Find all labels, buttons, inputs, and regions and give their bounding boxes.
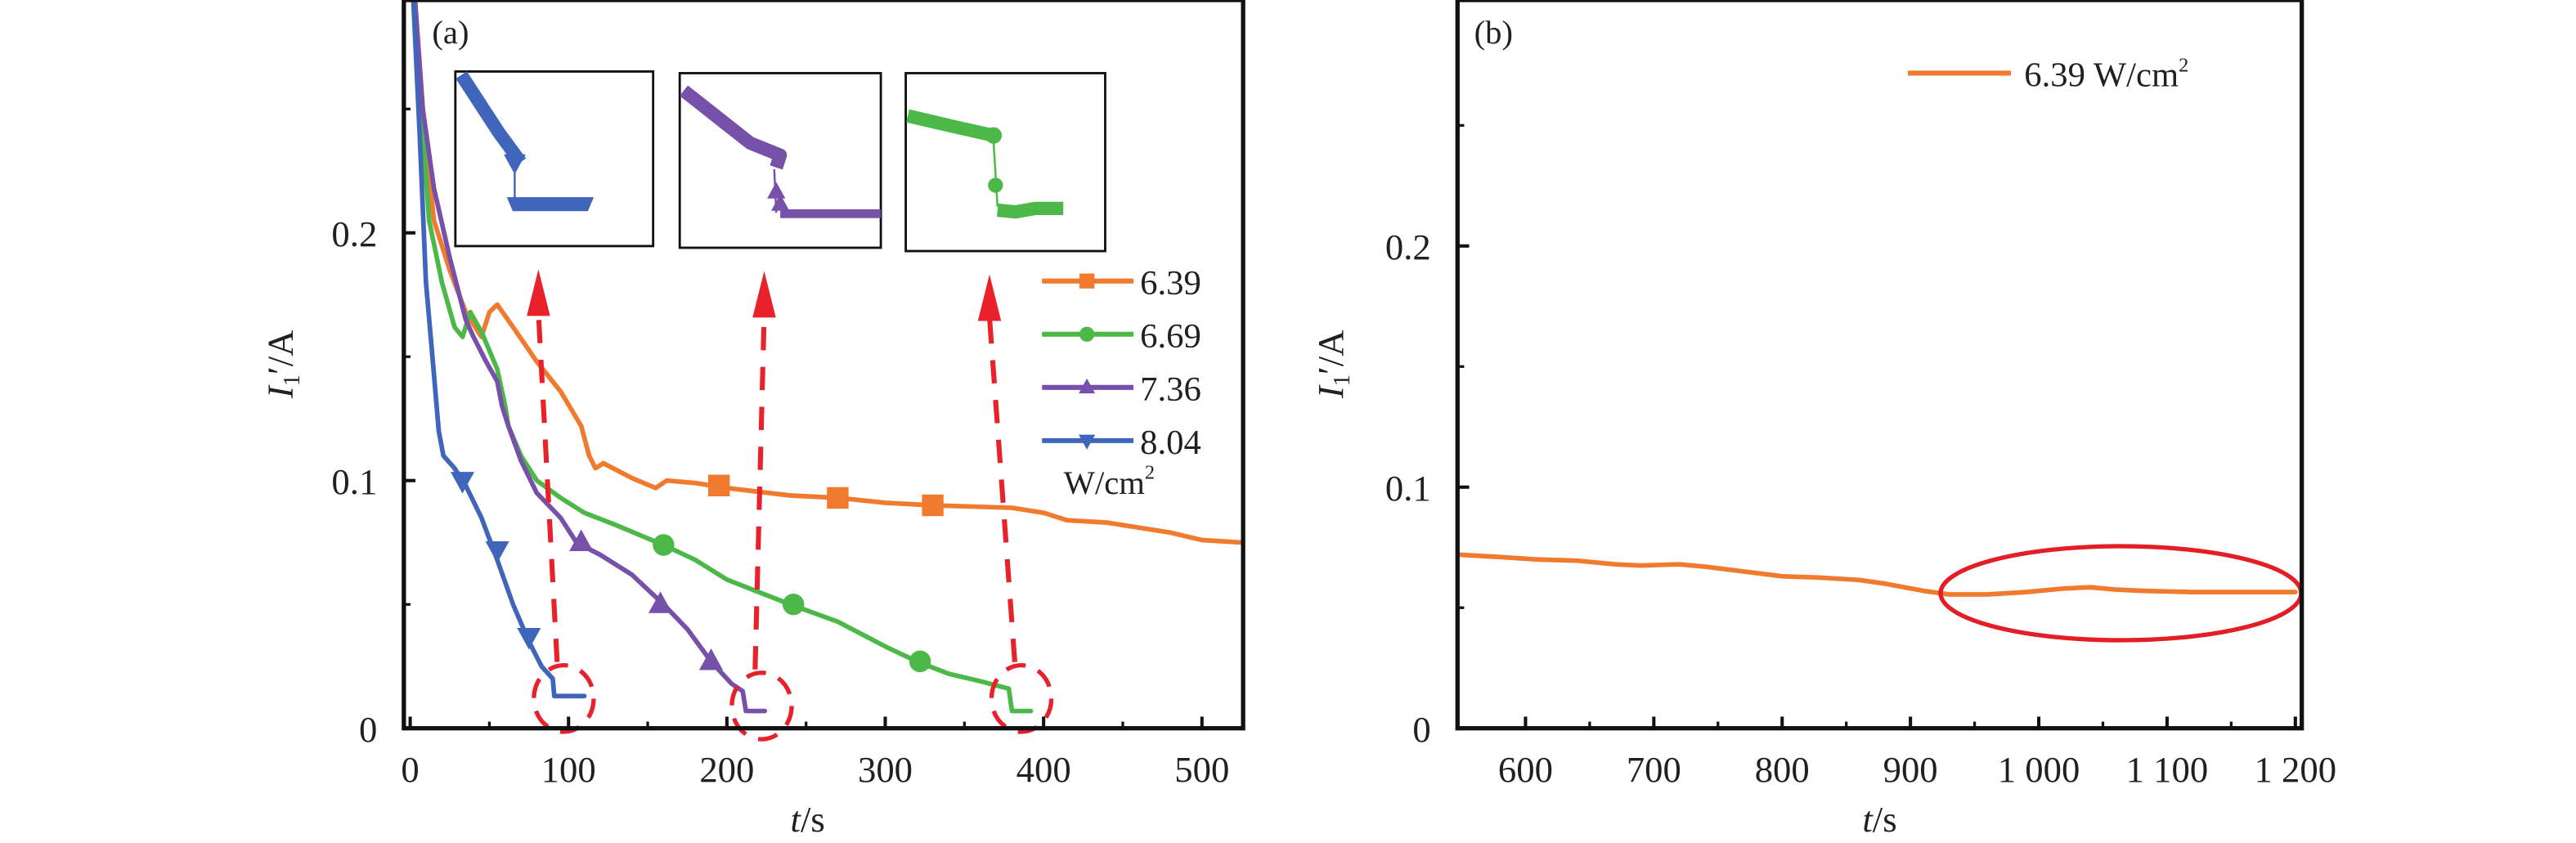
inset-frame — [904, 72, 1106, 253]
x-tick-label: 200 — [699, 749, 754, 790]
legend-label: 6.69 — [1140, 317, 1201, 356]
panel-a-insets — [454, 70, 1106, 253]
data-point-marker — [922, 494, 944, 517]
arrow-dashed-line — [752, 314, 767, 670]
inset-7-36 — [678, 72, 882, 249]
inset-marker — [985, 127, 1003, 144]
panel-a-series — [411, 0, 1244, 714]
data-point-marker — [827, 487, 849, 509]
inset-drop-line — [992, 141, 999, 207]
y-tick-label: 0.2 — [1385, 226, 1431, 267]
data-point-marker — [909, 650, 931, 673]
panel-a-y-ticks: 0 0.1 0.2 — [331, 107, 416, 750]
inset-curve — [906, 109, 995, 142]
panel-a-annotations — [527, 269, 1054, 742]
x-tick-label: 700 — [1627, 749, 1681, 790]
x-title-unit: /s — [801, 799, 825, 840]
legend-label: 6.39 W/cm2 — [2024, 54, 2188, 94]
highlight-dashed-circle — [532, 663, 596, 734]
legend-label: 7.36 — [1140, 370, 1201, 409]
data-point-marker — [648, 591, 673, 613]
inset-marker — [988, 177, 1003, 193]
panel-a-label: (a) — [432, 14, 469, 51]
panel-b-legend: 6.39 W/cm2 — [1908, 54, 2188, 95]
svg-text:t/s: t/s — [1862, 799, 1896, 840]
panel-a-x-axis-title: t/s — [791, 799, 825, 840]
x-tick-label: 1 200 — [2255, 749, 2337, 790]
inset-8-04 — [454, 70, 655, 248]
panel-b-y-axis-title: I1′/A — [1310, 330, 1355, 400]
x-tick-label: 300 — [858, 749, 913, 790]
x-title-var: t — [791, 799, 802, 840]
legend-marker — [1079, 326, 1095, 342]
panel-b-label: (b) — [1474, 14, 1513, 51]
inset-curve — [680, 85, 788, 170]
data-point-marker — [569, 529, 594, 552]
data-point-marker — [707, 474, 730, 497]
panel-b-frame — [1455, 0, 2304, 731]
x-tick-label: 1 000 — [1998, 749, 2080, 790]
inset-flat-segment — [506, 197, 595, 212]
arrow-head-icon — [527, 269, 550, 316]
series-line-6-69 — [412, 0, 1034, 714]
series-line-6-39-W-cm2 — [1457, 552, 2298, 597]
legend-label: 8.04 — [1140, 424, 1201, 462]
inset-curve — [996, 201, 1064, 219]
panel-a-frame — [402, 0, 1245, 731]
panel-a-y-axis-title: I1′/A — [260, 330, 305, 400]
panel-b-series — [1457, 552, 2298, 597]
panel-a-x-ticks: 0 100 200 300 400 500 — [401, 716, 1229, 790]
legend-label: 6.39 — [1140, 264, 1201, 303]
inset-marker — [767, 182, 786, 199]
x-tick-label: 800 — [1755, 749, 1810, 790]
y-tick-label: 0.1 — [1385, 468, 1431, 509]
inset-frame — [454, 70, 655, 248]
legend-marker — [1079, 273, 1095, 289]
arrow-dashed-line — [536, 312, 560, 662]
data-point-marker — [653, 534, 675, 556]
x-tick-label: 400 — [1016, 749, 1071, 790]
panel-b: 600 700 800 900 1 000 1 100 1 200 00.10.2 (b) … — [1310, 0, 2336, 840]
arrow-head-icon — [752, 271, 776, 318]
data-point-marker — [698, 648, 724, 670]
data-point-marker — [450, 472, 475, 494]
inset-curve — [456, 71, 527, 167]
y-tick-label: 0 — [359, 709, 377, 750]
legend-marker — [1079, 378, 1096, 394]
series-line-8-04 — [411, 0, 587, 699]
panel-a: 0 100 200 300 400 500 0 0.1 0.2 (a) t/s I1′/A 6… — [260, 0, 1245, 840]
y-tick-label: 0.1 — [331, 461, 377, 502]
data-point-marker — [782, 593, 805, 616]
panel-b-x-axis-title: t/s — [1862, 799, 1896, 840]
x-tick-label: 1 100 — [2126, 749, 2209, 790]
inset-6-69 — [904, 72, 1106, 253]
svg-text:I1′/A: I1′/A — [1310, 330, 1355, 400]
y-tick-label: 0.2 — [331, 213, 377, 254]
arrow-head-icon — [977, 274, 1002, 321]
y-tick-label: 0 — [1412, 709, 1430, 750]
legend-unit: W/cm2 — [1064, 462, 1155, 501]
panel-b-x-ticks: 600 700 800 900 1 000 1 100 1 200 — [1498, 716, 2337, 790]
legend-marker — [1079, 434, 1096, 450]
x-tick-label: 100 — [541, 749, 596, 790]
x-tick-label: 0 — [401, 749, 419, 790]
svg-text:I1′/A: I1′/A — [260, 330, 305, 400]
inset-flat-segment — [780, 209, 882, 218]
data-point-marker — [517, 628, 541, 650]
inset-marker — [770, 194, 790, 211]
arrow-dashed-line — [986, 317, 1017, 662]
x-tick-label: 900 — [1883, 749, 1938, 790]
panel-a-legend: 6.39 6.69 7.36 8.04W/cm2 — [1042, 264, 1201, 501]
x-tick-label: 500 — [1174, 749, 1229, 790]
inset-marker — [503, 154, 526, 175]
svg-text:t/s: t/s — [791, 799, 825, 840]
data-point-marker — [485, 540, 509, 563]
x-tick-label: 600 — [1498, 749, 1553, 790]
highlight-dashed-circle — [729, 670, 794, 742]
highlight-dashed-circle — [989, 663, 1054, 734]
panel-b-y-ticks: 0 0.1 0.2 — [1385, 123, 1470, 750]
